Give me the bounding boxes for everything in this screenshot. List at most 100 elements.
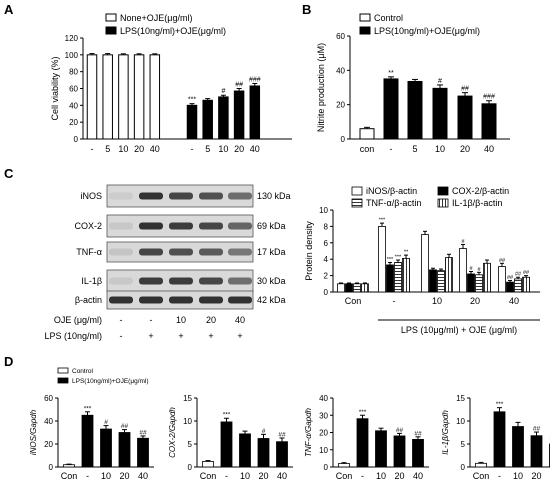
blot-band <box>109 277 133 285</box>
blot-band <box>169 248 193 256</box>
lps-row-label: LPS (10ng/ml) <box>44 331 102 341</box>
d1-y-tick-label: 10 <box>183 417 192 426</box>
c-legend-swatch <box>351 198 363 208</box>
a-y-tick-label: 120 <box>65 34 79 43</box>
d2-x-tick-label: Con <box>336 471 353 481</box>
d2-y-axis-label: TNF-α/Gapdh <box>304 407 313 457</box>
blot-protein-label: TNF-α <box>76 247 102 257</box>
c-sig-mark: # <box>461 239 465 245</box>
a-x-tick-label: 40 <box>150 144 160 154</box>
a-x-tick-label: 40 <box>250 144 260 154</box>
a-y-tick-label: 40 <box>69 101 78 110</box>
d0-y-tick-label: 40 <box>44 417 53 426</box>
oje-lane-value: 40 <box>235 315 245 325</box>
d2-sig-mark: *** <box>359 409 367 416</box>
d-legend-label-lps: LPS(10ng/ml)+OJE(μg/ml) <box>72 378 149 385</box>
c-x-tick-label: 20 <box>470 296 480 306</box>
c-legend-label: IL-1β/β-actin <box>452 198 502 208</box>
d2-bar <box>412 438 424 468</box>
b-x-tick-label: 40 <box>484 144 494 154</box>
d3-x-tick-label: 20 <box>531 471 541 481</box>
d0-bar <box>100 428 112 468</box>
d-legend-swatch-lps <box>57 377 69 384</box>
lps-lane-value: + <box>208 331 213 341</box>
lps-lane-value: + <box>178 331 183 341</box>
c-x-tick-label: 40 <box>509 296 519 306</box>
d2-bar <box>375 430 387 468</box>
c-sig-mark: ## <box>507 275 514 281</box>
d1-x-tick-label: - <box>225 471 228 481</box>
d1-y-tick-label: 5 <box>188 440 193 449</box>
d2-bar <box>356 418 369 468</box>
d1-bar <box>220 421 233 468</box>
d0-x-tick-label: 40 <box>138 471 148 481</box>
b-y-tick-label: 40 <box>336 66 345 75</box>
c-legend-swatch <box>437 186 449 196</box>
blot-band <box>139 192 163 200</box>
d-legend-swatch-control <box>57 367 69 374</box>
d1-sig-mark: *** <box>223 412 231 419</box>
a-x-tick-label: 10 <box>218 144 228 154</box>
c-y-tick-label: 8 <box>324 222 329 231</box>
blot-kda-label: 69 kDa <box>257 221 286 231</box>
blot-band <box>199 248 223 256</box>
a-y-tick-label: 0 <box>74 135 79 144</box>
d0-sig-mark: # <box>104 419 108 426</box>
blot-band <box>139 277 163 285</box>
d2-y-tick-label: 40 <box>319 394 328 403</box>
c-y-tick-label: 0 <box>324 288 329 297</box>
d-legend-label-control: Control <box>72 368 94 375</box>
d2-y-tick-label: 0 <box>324 463 329 472</box>
oje-row-label: OJE (μg/ml) <box>54 315 102 325</box>
d0-bar <box>137 437 149 468</box>
d3-bar <box>512 426 524 468</box>
a-y-tick-label: 20 <box>69 118 78 127</box>
a-y-tick-label: 100 <box>65 51 79 60</box>
a-legend-label-lps: LPS(10ng/ml)+OJE(μg/ml) <box>120 26 226 36</box>
d3-y-tick-label: 0 <box>461 463 466 472</box>
b-legend-swatch-lps <box>359 26 371 35</box>
d0-bar <box>63 464 75 468</box>
b-x-tick-label: 5 <box>412 144 417 154</box>
b-x-tick-label: 10 <box>435 144 445 154</box>
d2-y-tick-label: 30 <box>319 411 328 420</box>
blot-protein-label: COX-2 <box>74 221 102 231</box>
blot-band <box>139 296 163 304</box>
blot-band <box>199 296 223 304</box>
a-sig-mark: ## <box>235 82 243 89</box>
d3-x-tick-label: Con <box>473 471 490 481</box>
panel-letter-b: B <box>302 2 312 17</box>
oje-lane-value: - <box>120 315 123 325</box>
blot-band <box>169 277 193 285</box>
c-y-tick-label: 4 <box>324 255 329 264</box>
b-sig-mark: ## <box>461 86 469 93</box>
blot-band <box>139 248 163 256</box>
d1-bar <box>202 461 214 468</box>
c-sig-mark: # <box>469 266 473 272</box>
a-legend-label-none: None+OJE(μg/ml) <box>120 13 192 23</box>
b-y-tick-label: 20 <box>336 101 345 110</box>
oje-lane-value: 20 <box>206 315 216 325</box>
d0-y-axis-label: iNOS/Gapdh <box>29 409 38 455</box>
blot-protein-label: β-actin <box>75 295 102 305</box>
blot-protein-label: IL-1β <box>81 276 102 286</box>
b-x-tick-label: 20 <box>460 144 470 154</box>
d3-bar <box>493 411 506 468</box>
d1-y-tick-label: 15 <box>183 394 192 403</box>
d0-y-tick-label: 60 <box>44 394 53 403</box>
b-sig-mark: ### <box>483 94 495 101</box>
blot-band <box>109 222 133 230</box>
d2-x-tick-label: 20 <box>394 471 404 481</box>
c-sig-mark: ## <box>499 258 506 264</box>
d1-bar <box>239 433 251 468</box>
blot-band <box>228 248 252 256</box>
d3-x-tick-label: 10 <box>513 471 523 481</box>
blot-band <box>228 222 252 230</box>
blot-band <box>169 296 193 304</box>
a-legend-swatch-none <box>105 13 117 22</box>
c-legend-swatch <box>351 186 363 196</box>
a-x-tick-label: 5 <box>105 144 110 154</box>
